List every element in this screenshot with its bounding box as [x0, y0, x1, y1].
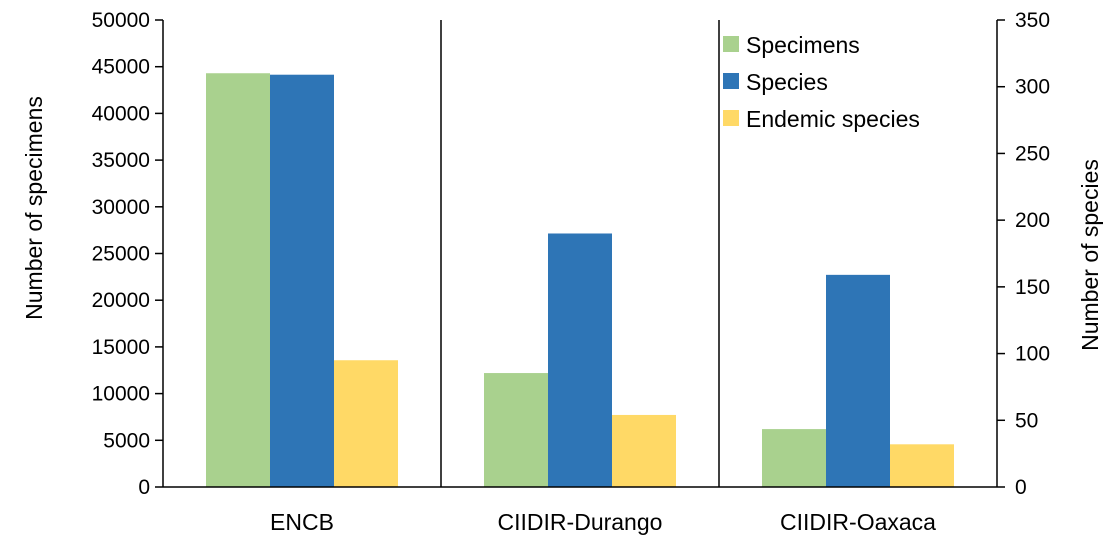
y-axis-title: Number of specimens: [21, 96, 47, 320]
bar-specimens-ciidir-durango: [484, 373, 548, 487]
y-tick-label: 30000: [92, 196, 150, 219]
y2-tick-label: 100: [1015, 343, 1050, 366]
y-tick-label: 25000: [92, 243, 150, 266]
y-tick-label: 20000: [92, 289, 150, 312]
legend-swatch: [723, 110, 739, 126]
y-tick-label: 50000: [92, 9, 150, 32]
bar-endemic-species-ciidir-durango: [612, 414, 676, 487]
bar-specimens-ciidir-oaxaca: [762, 429, 826, 487]
y-tick-label: 15000: [92, 336, 150, 359]
legend-swatch: [723, 73, 739, 89]
legend-label: Endemic species: [746, 106, 920, 132]
bar-specimens-encb: [206, 73, 270, 487]
bars-group: [206, 73, 954, 487]
y2-axis-title: Number of species: [1077, 159, 1103, 351]
legend: Specimens Species Endemic species: [723, 32, 920, 132]
legend-swatch: [723, 36, 739, 52]
y-tick-label: 45000: [92, 56, 150, 79]
legend-label: Species: [746, 69, 828, 95]
y2-tick-label: 50: [1015, 409, 1038, 432]
x-tick-label: ENCB: [270, 509, 334, 535]
axes-group: ENCB CIIDIR-Durango CIIDIR-Oaxaca050001000…: [92, 9, 1050, 535]
y-tick-label: 40000: [92, 102, 150, 125]
y2-tick-label: 200: [1015, 209, 1050, 232]
y-tick-label: 35000: [92, 149, 150, 172]
bar-species-ciidir-durango: [548, 233, 612, 487]
y2-tick-label: 250: [1015, 142, 1050, 165]
y-tick-label: 5000: [103, 429, 150, 452]
y-tick-label: 10000: [92, 383, 150, 406]
y2-tick-label: 150: [1015, 276, 1050, 299]
bar-species-encb: [270, 74, 334, 487]
x-tick-label: CIIDIR-Durango: [498, 509, 663, 535]
bar-endemic-species-ciidir-oaxaca: [890, 444, 954, 487]
y2-tick-label: 350: [1015, 9, 1050, 32]
bar-species-ciidir-oaxaca: [826, 274, 890, 487]
x-tick-label: CIIDIR-Oaxaca: [780, 509, 936, 535]
y2-tick-label: 0: [1015, 476, 1027, 499]
y-tick-label: 0: [138, 476, 150, 499]
legend-label: Specimens: [746, 32, 860, 58]
y2-tick-label: 300: [1015, 76, 1050, 99]
bar-endemic-species-encb: [334, 360, 398, 487]
